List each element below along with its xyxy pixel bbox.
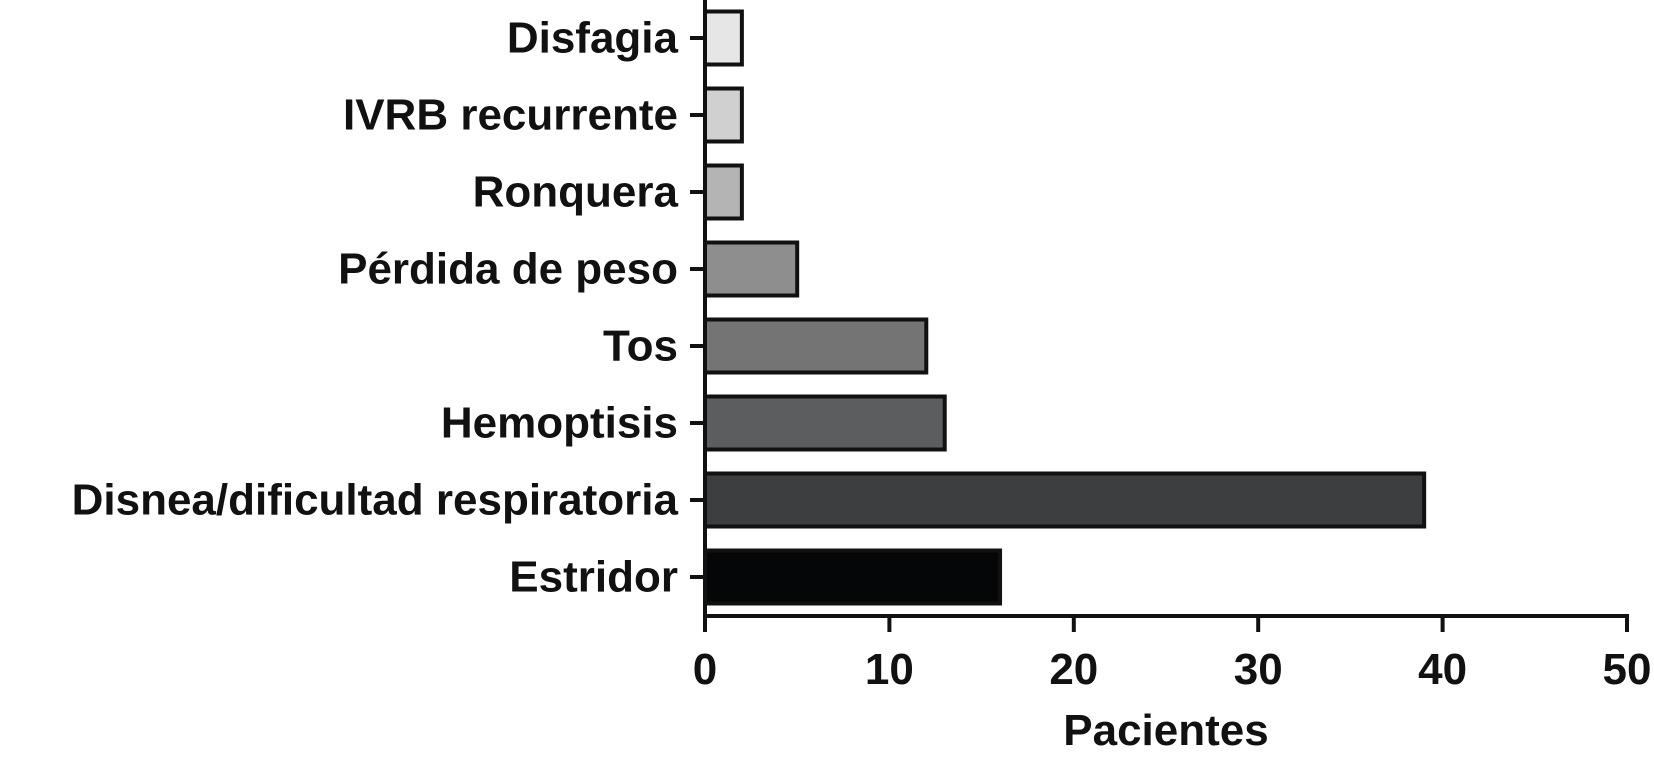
x-tick-label-2: 20 <box>1049 645 1098 694</box>
category-label-1: IVRB recurrente <box>343 91 678 140</box>
category-label-4: Tos <box>603 322 678 371</box>
x-tick-label-0: 0 <box>693 645 717 694</box>
x-ticks-group: 0 10 20 30 40 50 <box>693 616 1652 694</box>
category-label-0: Disfagia <box>507 14 679 63</box>
x-tick-label-1: 10 <box>865 645 914 694</box>
category-label-7: Estridor <box>509 553 678 602</box>
x-tick-label-5: 50 <box>1603 645 1652 694</box>
category-label-2: Ronquera <box>473 168 679 217</box>
x-tick-label-4: 40 <box>1418 645 1467 694</box>
x-tick-label-3: 30 <box>1234 645 1283 694</box>
bar-6 <box>703 471 1427 529</box>
bar-0 <box>703 9 744 67</box>
bar-7 <box>703 548 1003 606</box>
category-label-5: Hemoptisis <box>441 399 678 448</box>
bar-1 <box>703 86 744 144</box>
bar-4 <box>703 317 929 375</box>
category-label-6: Disnea/dificultad respiratoria <box>72 476 679 525</box>
bar-5 <box>703 394 947 452</box>
x-axis-title: Pacientes <box>1063 706 1268 755</box>
category-label-3: Pérdida de peso <box>338 245 678 294</box>
bar-2 <box>703 163 744 221</box>
bars-group <box>703 9 1427 606</box>
category-labels-group: Disfagia IVRB recurrente Ronquera Pérdida d… <box>72 14 705 602</box>
bar-3 <box>703 240 800 298</box>
